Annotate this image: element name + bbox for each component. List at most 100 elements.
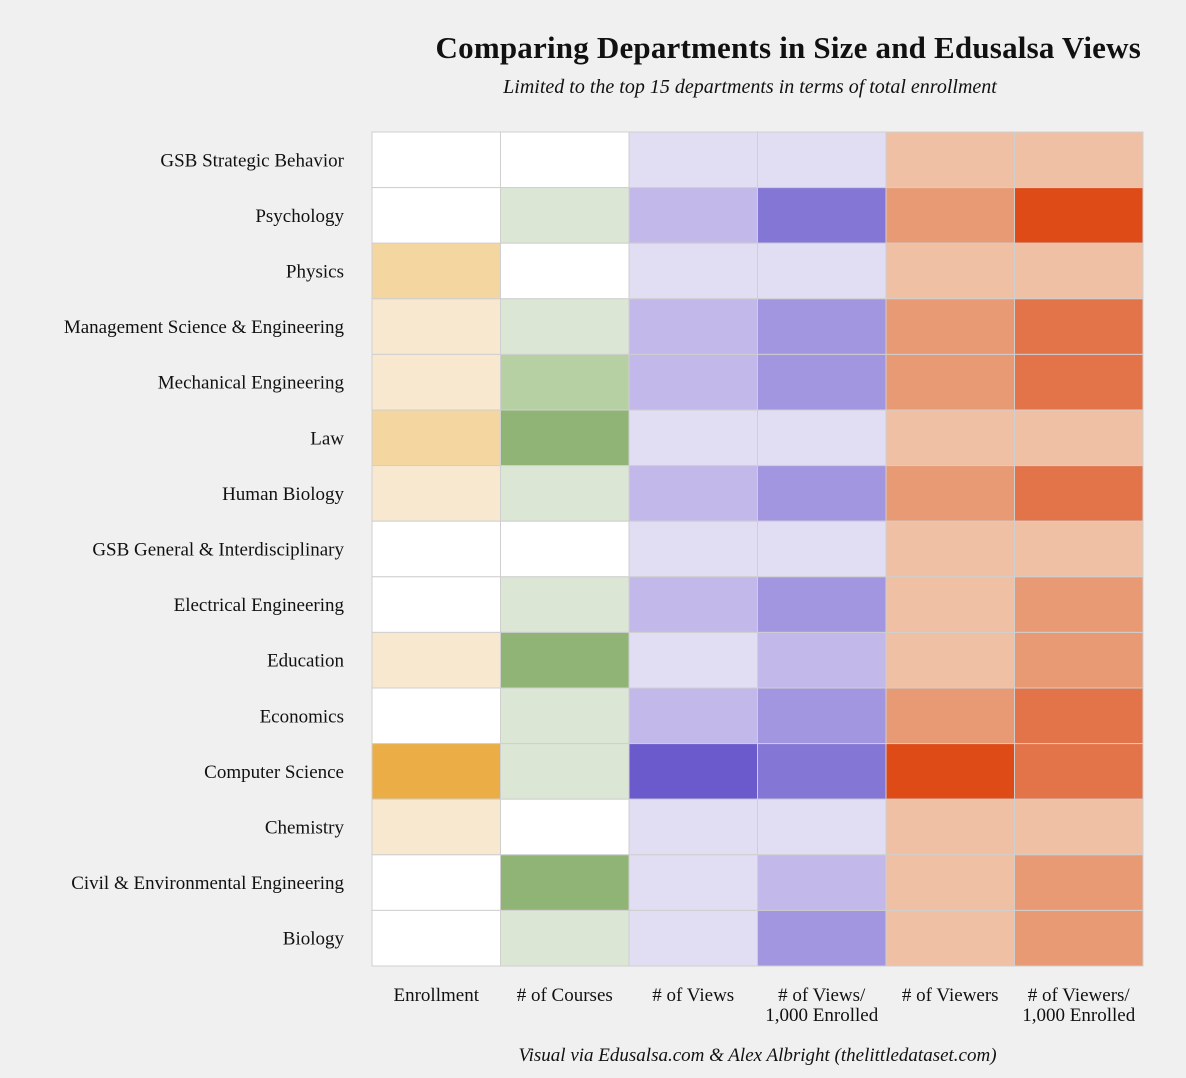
heatmap-cell-computer-science-of-viewers: [885, 743, 1015, 800]
heatmap-cell-electrical-engineering-of-courses: [500, 576, 630, 633]
column-label: # of Courses: [517, 985, 613, 1006]
heatmap-cell-civil-and-environmental-engineering-of-courses: [500, 854, 630, 911]
heatmap-cell-electrical-engineering-of-viewers: [885, 576, 1015, 633]
row-label: Economics: [260, 706, 344, 727]
heatmap-cell-economics-of-viewers-1-000-enrolled: [1014, 687, 1144, 745]
heatmap-cell-management-science-and-engineering-of-viewers: [885, 298, 1015, 355]
heatmap-cell-mechanical-engineering-of-views: [628, 353, 758, 411]
heatmap-cell-physics-of-views-1-000-enrolled: [757, 242, 887, 300]
heatmap-cell-gsb-strategic-behavior-of-views-1-000-enrolled: [757, 131, 887, 189]
heatmap-cell-gsb-general-and-interdisciplinary-enrollment: [371, 520, 501, 578]
heatmap-cell-mechanical-engineering-of-views-1-000-enrolled: [757, 353, 887, 411]
heatmap-cell-psychology-of-viewers-1-000-enrolled: [1014, 187, 1144, 244]
heatmap-cell-civil-and-environmental-engineering-enrollment: [371, 854, 501, 911]
heatmap-cell-education-of-views-1-000-enrolled: [757, 631, 887, 689]
heatmap-cell-chemistry-of-courses: [500, 798, 630, 856]
heatmap-cell-mechanical-engineering-of-viewers-1-000-enrolled: [1014, 353, 1144, 411]
heatmap-cell-biology-of-viewers: [885, 909, 1015, 967]
heatmap-cell-chemistry-of-viewers: [885, 798, 1015, 856]
row-label: Biology: [283, 929, 345, 950]
heatmap-cell-law-of-views: [628, 409, 758, 467]
heatmap-cell-physics-of-views: [628, 242, 758, 300]
heatmap-cell-physics-of-viewers-1-000-enrolled: [1014, 242, 1144, 300]
row-labels: GSB Strategic Behavior Psychology Physics M…: [64, 150, 345, 949]
row-label: Mechanical Engineering: [158, 373, 345, 394]
column-labels: Enrollment # of Courses # of Views # of Vie…: [394, 985, 1136, 1026]
row-label: Human Biology: [222, 484, 344, 505]
heatmap-cell-electrical-engineering-of-viewers-1-000-enrolled: [1014, 576, 1144, 633]
heatmap-cell-civil-and-environmental-engineering-of-viewers: [885, 854, 1015, 911]
heatmap-cell-electrical-engineering-enrollment: [371, 576, 501, 633]
row-label: Physics: [286, 262, 344, 283]
heatmap-cell-physics-of-courses: [500, 242, 630, 300]
chart-subtitle: Limited to the top 15 departments in ter…: [503, 76, 997, 98]
heatmap-cell-biology-of-views-1-000-enrolled: [757, 909, 887, 967]
heatmap-cell-gsb-general-and-interdisciplinary-of-viewers-1-000-enrolled: [1014, 520, 1144, 578]
heatmap-cell-chemistry-of-views: [628, 798, 758, 856]
heatmap-cell-economics-of-views-1-000-enrolled: [757, 687, 887, 745]
heatmap-cell-management-science-and-engineering-enrollment: [371, 298, 501, 355]
heatmap-cell-law-of-viewers-1-000-enrolled: [1014, 409, 1144, 467]
heatmap-cell-gsb-general-and-interdisciplinary-of-views: [628, 520, 758, 578]
heatmap-cell-gsb-strategic-behavior-of-viewers-1-000-enrolled: [1014, 131, 1144, 189]
heatmap-cell-human-biology-of-viewers-1-000-enrolled: [1014, 465, 1144, 522]
heatmap-cell-biology-of-viewers-1-000-enrolled: [1014, 909, 1144, 967]
heatmap-cell-management-science-and-engineering-of-courses: [500, 298, 630, 355]
heatmap-cell-electrical-engineering-of-views-1-000-enrolled: [757, 576, 887, 633]
column-label: Enrollment: [394, 985, 480, 1006]
heatmap-cell-computer-science-of-views: [628, 743, 758, 800]
heatmap-cell-human-biology-of-views: [628, 465, 758, 522]
heatmap-cell-civil-and-environmental-engineering-of-views-1-000-enrolled: [757, 854, 887, 911]
heatmap-cell-education-of-viewers: [885, 631, 1015, 689]
heatmap-cell-physics-of-viewers: [885, 242, 1015, 300]
heatmap-cell-management-science-and-engineering-of-views-1-000-enrolled: [757, 298, 887, 355]
row-label: GSB General & Interdisciplinary: [92, 540, 344, 561]
heatmap-cell-education-enrollment: [371, 631, 501, 689]
heatmap-cell-mechanical-engineering-of-courses: [500, 353, 630, 411]
heatmap-cell-gsb-strategic-behavior-of-viewers: [885, 131, 1015, 189]
heatmap-cell-computer-science-of-viewers-1-000-enrolled: [1014, 743, 1144, 800]
row-label: GSB Strategic Behavior: [160, 150, 344, 171]
heatmap-cell-mechanical-engineering-of-viewers: [885, 353, 1015, 411]
column-label: # of Views: [652, 985, 734, 1006]
heatmap-cell-gsb-general-and-interdisciplinary-of-views-1-000-enrolled: [757, 520, 887, 578]
heatmap-cell-human-biology-enrollment: [371, 465, 501, 522]
heatmap-cells: [371, 131, 1144, 967]
heatmap-cell-mechanical-engineering-enrollment: [371, 353, 501, 411]
heatmap-cell-computer-science-of-views-1-000-enrolled: [757, 743, 887, 800]
heatmap-cell-psychology-of-viewers: [885, 187, 1015, 244]
row-label: Law: [310, 428, 344, 449]
heatmap-cell-law-enrollment: [371, 409, 501, 467]
heatmap-cell-gsb-strategic-behavior-of-courses: [500, 131, 630, 189]
heatmap-cell-civil-and-environmental-engineering-of-views: [628, 854, 758, 911]
heatmap-cell-psychology-of-views-1-000-enrolled: [757, 187, 887, 244]
row-label: Civil & Environmental Engineering: [71, 873, 344, 894]
heatmap-cell-psychology-enrollment: [371, 187, 501, 244]
heatmap-cell-computer-science-enrollment: [371, 743, 501, 800]
column-label: # of Views/1,000 Enrolled: [765, 985, 878, 1026]
row-label: Electrical Engineering: [174, 595, 345, 616]
heatmap-cell-economics-enrollment: [371, 687, 501, 745]
heatmap-cell-human-biology-of-courses: [500, 465, 630, 522]
column-label: # of Viewers: [902, 985, 999, 1006]
heatmap-cell-chemistry-of-viewers-1-000-enrolled: [1014, 798, 1144, 856]
heatmap-cell-gsb-general-and-interdisciplinary-of-courses: [500, 520, 630, 578]
heatmap-cell-physics-enrollment: [371, 242, 501, 300]
heatmap-cell-psychology-of-courses: [500, 187, 630, 244]
row-label: Management Science & Engineering: [64, 317, 345, 338]
heatmap-cell-economics-of-views: [628, 687, 758, 745]
heatmap-cell-education-of-viewers-1-000-enrolled: [1014, 631, 1144, 689]
chart-caption: Visual via Edusalsa.com & Alex Albright …: [518, 1045, 997, 1066]
heatmap-cell-civil-and-environmental-engineering-of-viewers-1-000-enrolled: [1014, 854, 1144, 911]
row-label: Psychology: [255, 206, 344, 227]
chart-title: Comparing Departments in Size and Edusal…: [435, 30, 1141, 65]
column-label: # of Viewers/1,000 Enrolled: [1022, 985, 1135, 1026]
heatmap-cell-biology-of-courses: [500, 909, 630, 967]
row-label: Education: [267, 651, 345, 672]
heatmap-cell-economics-of-viewers: [885, 687, 1015, 745]
heatmap-cell-law-of-courses: [500, 409, 630, 467]
heatmap-cell-human-biology-of-viewers: [885, 465, 1015, 522]
heatmap-cell-computer-science-of-courses: [500, 743, 630, 800]
heatmap-cell-law-of-views-1-000-enrolled: [757, 409, 887, 467]
